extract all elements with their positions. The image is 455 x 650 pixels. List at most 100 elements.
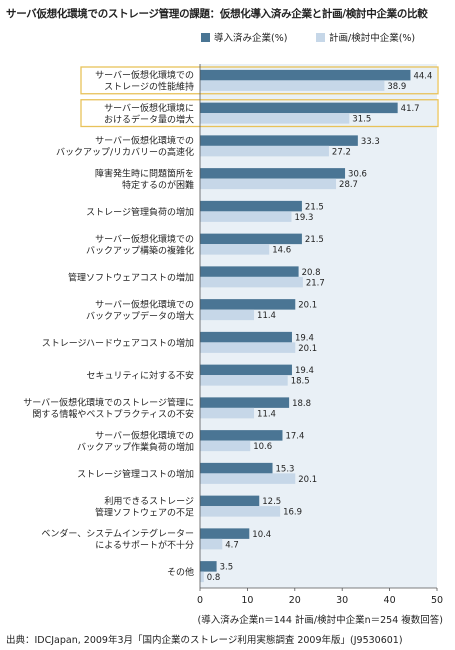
category-label: バックアップ/リカバリーの高速化 [56,146,194,158]
data-label: 21.5 [305,235,324,245]
data-label: 21.7 [306,278,325,288]
data-label: 31.5 [352,115,371,125]
bar [200,102,398,114]
sample-note: (導入済み企業n＝144 計画/検討中企業n＝254 複数回答) [197,615,443,626]
chart-title: サーバ仮想化環境でのストレージ管理の課題：仮想化導入済み企業と計画/検討中企業の… [6,8,428,20]
bar [200,364,292,376]
data-label: 19.4 [295,366,314,376]
category-label: バックアップ作業負荷の増加 [77,441,194,453]
data-label: 10.6 [253,442,272,452]
data-label: 20.1 [298,301,317,311]
bar [200,80,385,91]
bar [200,561,217,572]
category-label: バックアップデータの増大 [86,310,194,322]
source-note: 出典：IDCJapan, 2009年3月「国内企業のストレージ利用実態調査 20… [6,635,403,646]
data-label: 41.7 [401,104,420,114]
category-label: 特定するのが困難 [122,179,194,191]
bar [200,538,223,550]
bar [200,113,350,124]
data-label: 14.6 [272,246,291,256]
data-label: 19.4 [295,333,314,343]
bar [200,309,255,321]
bar [200,276,303,288]
data-label: 30.6 [348,170,367,180]
data-label: 11.4 [257,311,276,321]
data-label: 33.3 [361,137,380,147]
data-label: 38.9 [387,82,406,92]
bar [200,342,296,353]
data-label: 3.5 [220,563,234,573]
x-tick-label: 40 [384,595,396,606]
category-label: ストレージハードウェアコストの増加 [42,337,194,349]
data-label: 17.4 [285,432,304,442]
bar [200,440,251,452]
bar [200,244,270,255]
data-label: 12.5 [262,497,281,507]
category-label: 管理ソフトウェアの不足 [95,506,194,518]
x-tick-label: 30 [336,595,348,606]
bar [200,462,273,474]
data-label: 4.7 [225,540,239,550]
bar [200,69,411,81]
legend-swatch [316,33,325,42]
data-label: 20.1 [298,344,317,354]
bar [200,299,296,310]
data-label: 15.3 [276,464,295,474]
legend-swatch [201,33,210,42]
data-label: 27.2 [332,147,351,157]
category-label: ストレージ管理負荷の増加 [86,206,194,218]
bar [200,430,283,441]
data-label: 18.8 [292,399,311,409]
bar [200,397,290,408]
category-label: 関する情報やベストプラクティスの不安 [32,408,194,420]
data-label: 0.8 [207,573,221,583]
highlight-box [80,99,439,128]
bar [200,506,281,517]
bar [200,571,204,583]
highlight-box [80,66,439,95]
bar [200,168,346,179]
bar [200,135,358,146]
x-tick-label: 50 [431,595,443,606]
data-label: 10.4 [252,530,271,540]
data-label: 21.5 [305,202,324,212]
bar [200,266,299,277]
category-label: ストレージ管理コストの増加 [77,468,194,480]
category-label: サーバー仮想化環境でのストレージ管理に [23,397,194,409]
category-label: おけるデータ量の増大 [104,113,194,125]
bar [200,145,329,157]
data-label: 16.9 [283,508,302,518]
legend-label: 計画/検討中企業(%) [329,32,415,44]
x-tick-label: 20 [289,595,301,606]
x-tick-label: 0 [197,595,203,606]
bar [200,407,255,419]
category-label: 管理ソフトウェアコストの増加 [68,271,194,283]
bar [200,331,292,343]
data-label: 28.7 [339,180,358,190]
category-label: によるサポートが不十分 [95,539,194,551]
bar [200,528,250,539]
category-label: ストレージの性能維持 [104,81,194,93]
category-label: サーバー仮想化環境での [95,233,194,245]
category-label: その他 [167,566,194,578]
bar [200,211,292,222]
data-label: 44.4 [413,71,432,81]
data-label: 19.3 [294,213,313,223]
data-label: 20.1 [298,475,317,485]
bar [200,200,302,212]
bar [200,375,288,386]
legend-label: 導入済み企業(%) [214,32,287,44]
bar [200,178,337,190]
category-label: サーバー仮想化環境での [95,298,194,310]
category-label: 利用できるストレージ [104,495,194,507]
data-label: 11.4 [257,409,276,419]
category-label: サーバー仮想化環境での [95,69,194,81]
category-label: ベンダー、システムインテグレーター [41,528,194,540]
category-label: サーバー仮想化環境での [95,429,194,441]
category-label: バックアップ構築の複雑化 [86,244,194,256]
x-tick-label: 10 [241,595,253,606]
bar [200,233,302,245]
data-label: 18.5 [291,377,310,387]
bar [200,495,260,507]
